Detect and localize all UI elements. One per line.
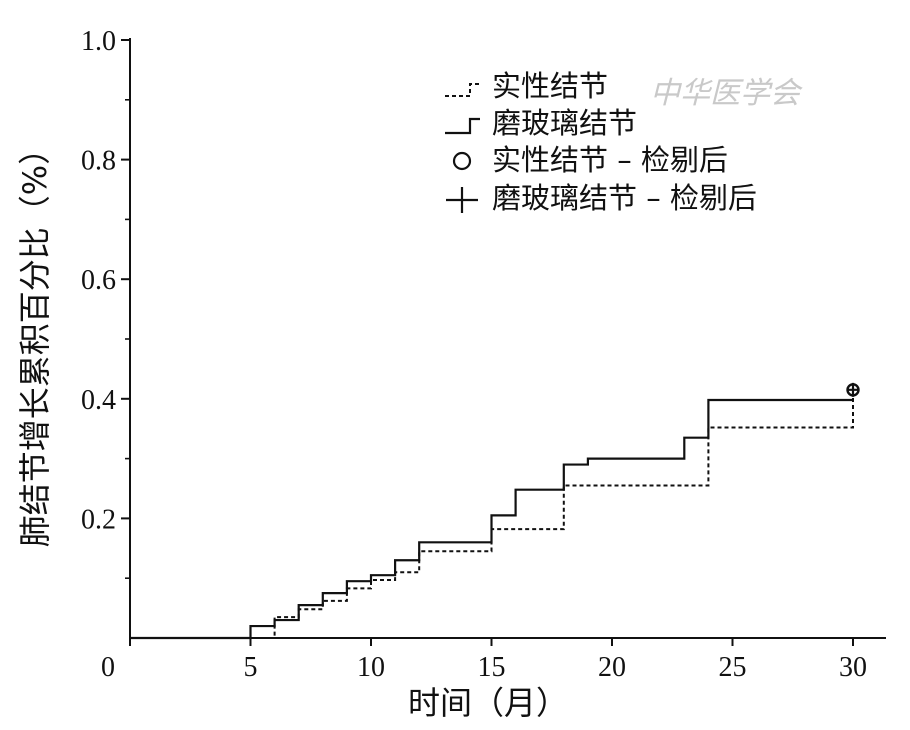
legend-swatch-solid xyxy=(445,117,480,135)
legend-circle-marker-icon xyxy=(452,151,472,171)
legend-label-ggo-nodule: 磨玻璃结节 xyxy=(492,106,637,140)
y-axis-title: 肺结节增长累积百分比（%） xyxy=(16,133,54,547)
legend-label-ggo-censored: 磨玻璃结节 – 检剔后 xyxy=(492,181,757,215)
y-tick-label: 1.0 xyxy=(81,26,116,57)
legend-swatch-dashed xyxy=(445,83,480,97)
y-tick-label: 0.2 xyxy=(81,504,116,535)
censor-plus-marker xyxy=(848,382,858,397)
axes: 0 5 10 15 20 25 30 0.2 0.4 0.6 0.8 1.0 xyxy=(81,26,886,683)
legend-item-solid-nodule: 实性结节 xyxy=(445,69,608,103)
legend: 实性结节 磨玻璃结节 实性结节 – 检剔后 磨玻璃结节 – 检剔后 xyxy=(445,69,757,215)
x-tick-label: 15 xyxy=(478,652,506,683)
x-axis-title: 时间（月） xyxy=(408,684,568,722)
x-tick-label: 0 xyxy=(101,652,115,683)
y-tick-label: 0.8 xyxy=(81,146,116,177)
watermark: 中华医学会 xyxy=(650,76,803,111)
legend-item-ggo-nodule: 磨玻璃结节 xyxy=(445,106,637,140)
x-tick-label: 5 xyxy=(244,652,258,683)
legend-label-solid-censored: 实性结节 – 检剔后 xyxy=(492,143,728,177)
legend-plus-marker-icon xyxy=(446,187,478,213)
legend-item-ggo-censored: 磨玻璃结节 – 检剔后 xyxy=(446,181,757,215)
x-tick-label: 25 xyxy=(719,652,747,683)
legend-label-solid-nodule: 实性结节 xyxy=(492,69,608,103)
x-tick-label: 30 xyxy=(839,652,867,683)
series-layer xyxy=(130,382,860,640)
x-tick-label: 20 xyxy=(598,652,626,683)
y-tick-label: 0.6 xyxy=(81,265,116,296)
series-line-ggo-nodule xyxy=(130,398,853,640)
x-tick-label: 10 xyxy=(357,652,385,683)
y-tick-label: 0.4 xyxy=(81,385,116,416)
legend-item-solid-censored: 实性结节 – 检剔后 xyxy=(452,143,728,177)
series-line-solid-nodule xyxy=(130,389,854,639)
